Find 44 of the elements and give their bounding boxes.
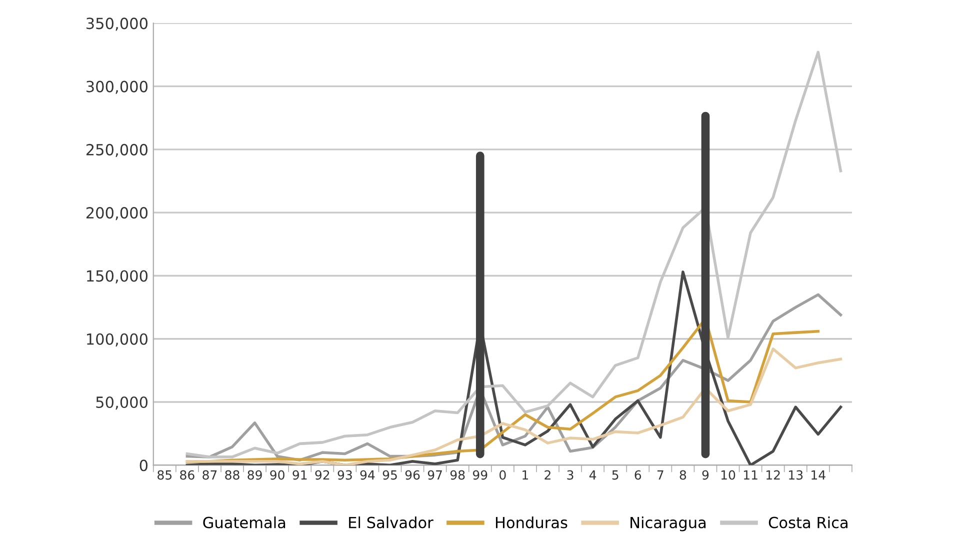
- x-tick-label: 97: [428, 470, 442, 480]
- x-tick-label: 8: [680, 470, 686, 480]
- x-tick-label: 87: [202, 470, 217, 480]
- y-tick-label: 150,000: [87, 270, 148, 284]
- x-tick-label: 14: [812, 470, 826, 480]
- x-tick-label: 99: [472, 470, 488, 480]
- x-tick-label: 86: [180, 470, 194, 480]
- x-tick-label: 85: [158, 470, 172, 480]
- y-tick-label: 200,000: [86, 207, 148, 220]
- y-tick-label: 250,000: [86, 144, 148, 158]
- x-tick-label: 94: [360, 470, 375, 480]
- x-tick-label: 90: [270, 470, 284, 480]
- x-tick-label: 7: [657, 470, 664, 480]
- x-tick-label: 6: [634, 470, 642, 480]
- x-tick-label: 9: [702, 470, 709, 480]
- x-tick-label: 95: [382, 470, 397, 480]
- x-tick-label: 92: [315, 470, 330, 480]
- x-tick-label: 12: [766, 470, 780, 480]
- legend-label: Honduras: [496, 516, 568, 528]
- x-tick-label: 11: [744, 470, 758, 480]
- x-tick-label: 89: [248, 470, 262, 480]
- x-tick-label: 88: [225, 470, 240, 480]
- legend-label: El Salvador: [349, 516, 434, 528]
- x-tick-label: 2: [544, 470, 550, 480]
- legend-label: Costa Rica: [768, 516, 848, 528]
- x-tick-label: 96: [405, 470, 420, 480]
- x-tick-label: 10: [721, 470, 736, 480]
- y-tick-label: 350,000: [86, 18, 148, 31]
- legend-label: Nicaragua: [630, 516, 706, 532]
- line-series: [186, 348, 842, 466]
- x-tick-label: 91: [292, 470, 307, 480]
- y-tick-label: 100,000: [87, 333, 148, 346]
- y-tick-label: 0: [140, 460, 148, 472]
- legend-label: Guatemala: [203, 516, 286, 528]
- x-tick-label: 4: [589, 470, 596, 480]
- x-tick-label: 93: [338, 470, 352, 480]
- x-tick-label: 1: [522, 470, 528, 480]
- x-tick-label: 98: [450, 470, 465, 480]
- x-tick-label: 5: [612, 470, 618, 480]
- x-tick-label: 3: [567, 470, 574, 480]
- x-tick-label: 13: [789, 470, 803, 480]
- y-tick-label: 300,000: [86, 80, 148, 94]
- x-tick-label: 0: [500, 470, 506, 480]
- y-tick-label: 50,000: [96, 396, 148, 410]
